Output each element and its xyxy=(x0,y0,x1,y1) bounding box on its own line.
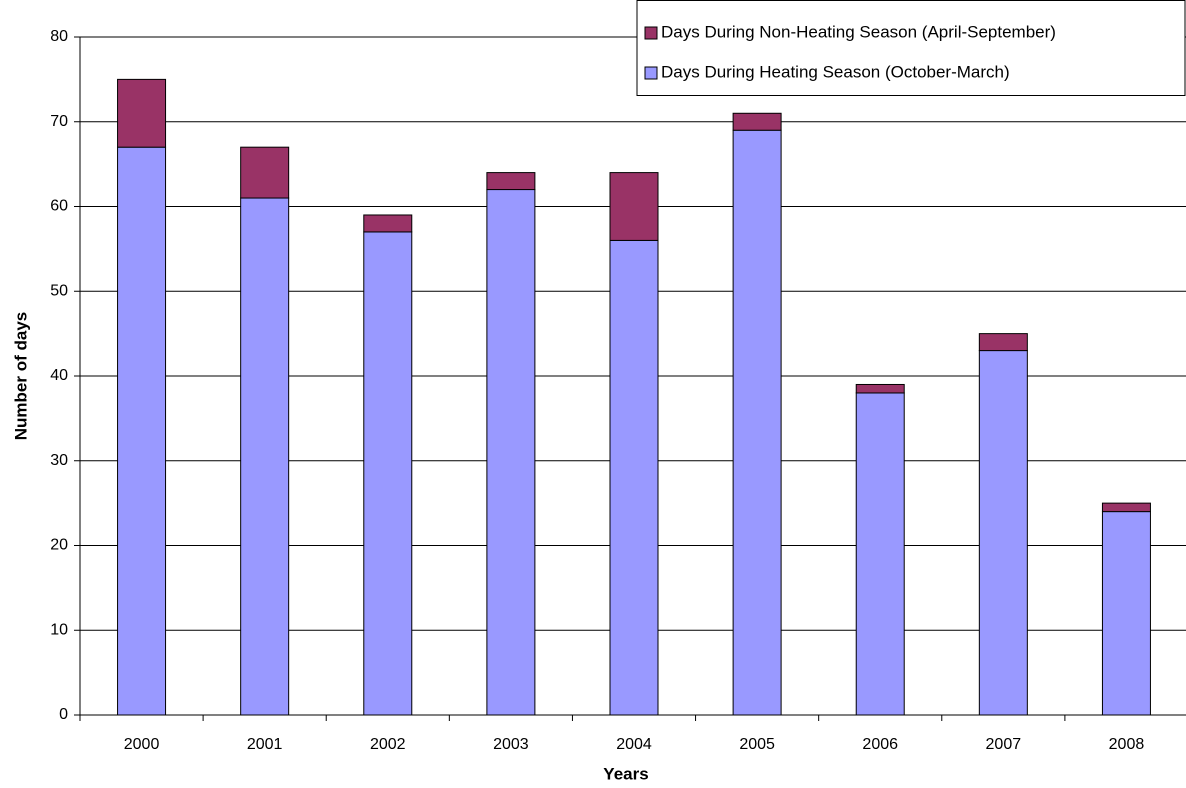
y-tick-label: 20 xyxy=(50,537,68,554)
y-tick-label: 30 xyxy=(50,452,68,469)
bar-segment xyxy=(486,189,536,716)
legend-box xyxy=(636,0,1186,96)
bar-segment xyxy=(609,239,659,716)
legend-swatch xyxy=(644,26,658,40)
y-tick-label: 10 xyxy=(50,621,68,638)
bar-segment xyxy=(1101,502,1151,513)
bar-segment xyxy=(117,78,167,148)
bar-segment xyxy=(240,146,290,199)
bar-segment xyxy=(240,197,290,716)
legend-label: Days During Non-Heating Season (April-Se… xyxy=(661,22,1056,41)
bar-segment xyxy=(855,383,905,394)
y-tick-label: 70 xyxy=(50,113,68,130)
x-tick-label: 2007 xyxy=(986,736,1022,753)
x-tick-label: 2002 xyxy=(370,736,406,753)
bar-segment xyxy=(117,146,167,716)
bar-segment xyxy=(855,392,905,716)
x-tick-label: 2005 xyxy=(739,736,775,753)
bar-segment xyxy=(363,231,413,716)
y-axis-label: Number of days xyxy=(11,312,30,440)
y-tick-label: 50 xyxy=(50,282,68,299)
bar-segment xyxy=(363,214,413,233)
x-tick-label: 2006 xyxy=(862,736,898,753)
legend-swatch xyxy=(644,66,658,80)
x-tick-label: 2003 xyxy=(493,736,529,753)
legend-label: Days During Heating Season (October-Marc… xyxy=(661,62,1010,81)
x-tick-label: 2001 xyxy=(247,736,283,753)
y-tick-label: 80 xyxy=(50,28,68,45)
y-tick-label: 60 xyxy=(50,198,68,215)
bar-segment xyxy=(732,112,782,131)
y-tick-label: 0 xyxy=(59,706,68,723)
bar-segment xyxy=(1101,511,1151,716)
bar-segment xyxy=(978,350,1028,716)
x-tick-label: 2008 xyxy=(1109,736,1145,753)
bar-segment xyxy=(486,172,536,191)
x-tick-label: 2000 xyxy=(124,736,160,753)
bar-segment xyxy=(732,129,782,716)
bar-segment xyxy=(978,333,1028,352)
bar-segment xyxy=(609,172,659,241)
x-tick-label: 2004 xyxy=(616,736,652,753)
y-tick-label: 40 xyxy=(50,367,68,384)
x-axis-label: Years xyxy=(603,764,648,783)
